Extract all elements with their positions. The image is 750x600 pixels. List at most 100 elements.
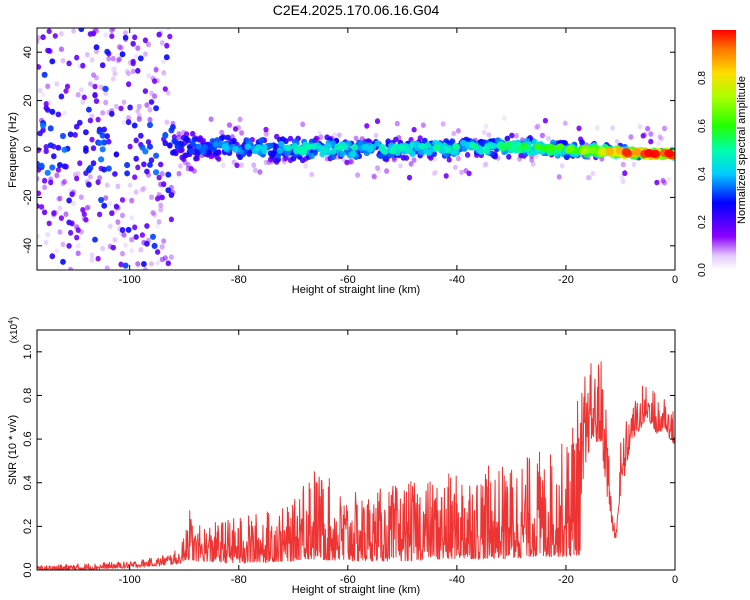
- y-tick-label: 0.4: [22, 475, 34, 490]
- spectrogram-cell: [139, 232, 145, 238]
- spectrogram-cell: [232, 126, 239, 132]
- spectrogram-cell: [41, 209, 48, 216]
- spectrogram-cell: [466, 170, 472, 177]
- spectrogram-cell: [656, 141, 661, 147]
- spectrogram-cell: [149, 194, 154, 200]
- spectrogram-cell: [579, 147, 588, 155]
- spectrogram-cell: [530, 161, 536, 167]
- spectrogram-cell: [400, 154, 407, 161]
- spectrogram-cell: [101, 202, 108, 209]
- spectrogram-cell: [632, 148, 642, 156]
- spectrogram-cell: [411, 126, 417, 133]
- spectrogram-cell: [41, 71, 48, 78]
- spectrogram-cell: [135, 261, 141, 267]
- spectrogram-cell: [106, 138, 112, 145]
- spectrogram-cell: [540, 144, 548, 152]
- spectrogram-cell: [37, 203, 40, 209]
- spectrogram-cell: [137, 55, 144, 62]
- spectrogram-cell: [232, 145, 239, 153]
- spectrogram-cell: [95, 255, 101, 262]
- spectrogram-cell: [433, 144, 441, 152]
- x-tick-label: -60: [340, 574, 356, 586]
- spectrogram-cell: [144, 168, 150, 175]
- spectrogram-cell: [138, 132, 144, 139]
- snr-panel: -100 -80 -60 -40 -20 0 0.0 0.2 0.4 0.6 0.8 1.0 Hei…: [7, 317, 678, 596]
- spectrogram-cell: [654, 179, 660, 186]
- spectrogram-cell: [104, 182, 110, 188]
- spectrogram-cell: [585, 175, 591, 181]
- spectrogram-cell: [453, 164, 458, 171]
- spectrogram-cell: [252, 167, 258, 173]
- spectrogram-cell: [63, 211, 69, 217]
- spectrogram-cell: [373, 132, 379, 139]
- spectrogram-cell: [123, 242, 128, 249]
- spectrogram-cell: [67, 131, 74, 138]
- spectrogram-cell: [355, 172, 361, 178]
- spectrogram-cell: [449, 138, 456, 145]
- spectrogram-cell: [51, 153, 57, 160]
- spectrogram-cell: [444, 146, 452, 154]
- x-tick-label: -40: [449, 274, 465, 286]
- spectrogram-cell: [138, 247, 144, 253]
- spectrogram-cell: [394, 120, 400, 127]
- spectrogram-cell: [165, 187, 172, 194]
- spectrogram-cell: [165, 260, 171, 267]
- spectrogram-cell: [57, 195, 63, 202]
- spectrogram-cell: [556, 174, 562, 180]
- spectrogram-cell: [107, 223, 113, 229]
- spectrogram-cell: [542, 117, 549, 124]
- spectrogram-cell: [112, 70, 118, 77]
- spectrogram-cell: [482, 147, 490, 154]
- spectrogram-cell: [329, 148, 337, 155]
- spectrogram-cell: [100, 245, 106, 252]
- spectrogram-cell: [459, 139, 467, 147]
- spectrogram-cell: [124, 170, 130, 177]
- spectrogram-cell: [556, 143, 565, 151]
- spectrogram-cell: [332, 132, 338, 138]
- spectrogram-cell: [58, 93, 65, 100]
- spectrogram-cell: [142, 37, 148, 44]
- spectrogram-cell: [45, 231, 51, 238]
- spectrogram-cell: [202, 144, 208, 151]
- spectrogram-cell: [220, 162, 226, 168]
- spectrogram-cell: [174, 143, 181, 150]
- spectrogram-cell: [37, 175, 40, 182]
- spectrogram-cell: [131, 122, 138, 129]
- spectrogram-cell: [146, 41, 151, 48]
- y-tick-label: 0.6: [22, 431, 34, 446]
- spectrogram-cell: [153, 152, 160, 159]
- spectrogram-cell: [188, 166, 194, 172]
- spectrogram-cell: [58, 215, 64, 221]
- spectrogram-cell: [103, 195, 109, 201]
- x-tick-label: 0: [672, 574, 678, 586]
- spectrogram-cell: [451, 143, 459, 150]
- spectrogram-cell: [662, 125, 667, 132]
- spectrogram-cell: [43, 148, 49, 155]
- spectrogram-heatmap: [37, 28, 675, 270]
- figure-title: C2E4.2025.170.06.16.G04: [273, 2, 440, 18]
- spectrogram-cell: [62, 110, 67, 117]
- spectrogram-cell: [239, 162, 245, 168]
- spectrogram-cell: [349, 150, 357, 157]
- spectrogram-cell: [109, 110, 115, 117]
- spectrogram-cell: [159, 171, 165, 177]
- spectrogram-cell: [433, 169, 438, 176]
- spectrogram-cell: [66, 197, 72, 204]
- spectrogram-cell: [171, 138, 178, 145]
- spectrogram-cell: [221, 143, 228, 150]
- spectrogram-cell: [433, 156, 438, 162]
- spectrogram-cell: [92, 83, 98, 90]
- spectrogram-cell: [47, 142, 54, 149]
- spectrogram-cell: [621, 148, 632, 157]
- y-tick-label: 0.0: [22, 562, 34, 577]
- spectrogram-cell: [94, 48, 99, 55]
- spectrogram-cell: [99, 132, 106, 139]
- spectrogram-cell: [140, 187, 145, 193]
- spectrogram-cell: [559, 163, 565, 169]
- spectrogram-cell: [619, 174, 625, 180]
- spectrogram-cell: [644, 149, 655, 158]
- spectrogram-cell: [546, 135, 551, 142]
- spectrogram-cell: [501, 115, 507, 121]
- spectrogram-cell: [119, 51, 126, 58]
- spectrogram-cell: [539, 132, 546, 139]
